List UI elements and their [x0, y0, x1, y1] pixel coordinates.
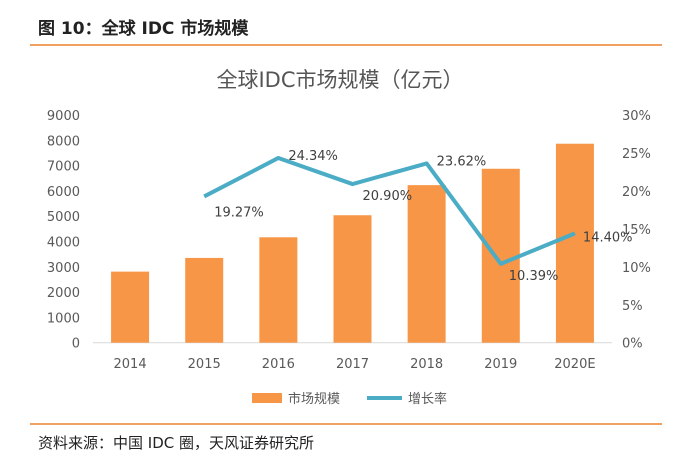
- growth-data-label: 24.34%: [288, 149, 338, 164]
- right-tick-label: 25%: [622, 147, 651, 162]
- left-tick-label: 3000: [47, 261, 80, 276]
- bar-2020E: [555, 143, 594, 343]
- growth-line: [203, 155, 576, 266]
- x-tick-label: 2019: [484, 357, 517, 372]
- left-tick-label: 0: [72, 337, 80, 352]
- growth-data-label: 20.90%: [363, 189, 413, 204]
- bar-2019: [481, 168, 520, 343]
- left-tick-label: 8000: [47, 134, 80, 149]
- bar-2014: [111, 271, 150, 343]
- right-tick-label: 30%: [622, 109, 651, 124]
- left-tick-label: 9000: [47, 109, 80, 124]
- bar-2018: [407, 185, 446, 343]
- source-note: 资料来源：中国 IDC 圈，天风证券研究所: [38, 434, 314, 452]
- left-tick-label: 4000: [47, 236, 80, 251]
- right-tick-label: 0%: [622, 337, 643, 352]
- x-tick-label: 2014: [114, 357, 147, 372]
- right-tick-label: 10%: [622, 261, 651, 276]
- left-tick-label: 6000: [47, 185, 80, 200]
- left-tick-label: 1000: [47, 311, 80, 326]
- left-tick-label: 2000: [47, 286, 80, 301]
- right-tick-label: 20%: [622, 185, 651, 200]
- growth-data-label: 19.27%: [214, 205, 264, 220]
- x-tick-label: 2020E: [554, 357, 595, 372]
- x-tick-label: 2018: [410, 357, 443, 372]
- right-tick-label: 5%: [622, 299, 643, 314]
- bar-2016: [259, 237, 298, 343]
- growth-data-label: 14.40%: [583, 230, 633, 245]
- figure-title: 图 10：全球 IDC 市场规模: [38, 19, 249, 39]
- legend-bar-label: 市场规模: [288, 391, 340, 407]
- bar-2015: [185, 257, 224, 343]
- growth-data-label: 10.39%: [509, 269, 559, 284]
- left-tick-label: 7000: [47, 160, 80, 175]
- legend-line-label: 增长率: [408, 391, 447, 407]
- chart-title: 全球IDC市场规模（亿元）: [216, 68, 463, 92]
- x-tick-label: 2015: [188, 357, 221, 372]
- top-rule: [30, 44, 662, 46]
- x-tick-label: 2017: [336, 357, 369, 372]
- x-tick-label: 2016: [262, 357, 295, 372]
- bar-2017: [333, 215, 372, 343]
- growth-data-label: 23.62%: [437, 154, 487, 169]
- right-tick-label: 15%: [622, 223, 651, 238]
- chart: 全球IDC市场规模（亿元） 0 1000 2000 3000 4000 5000 6000 7…: [47, 68, 651, 407]
- legend-bar-swatch: [252, 393, 282, 403]
- left-tick-label: 5000: [47, 210, 80, 225]
- bottom-rule: [30, 423, 662, 425]
